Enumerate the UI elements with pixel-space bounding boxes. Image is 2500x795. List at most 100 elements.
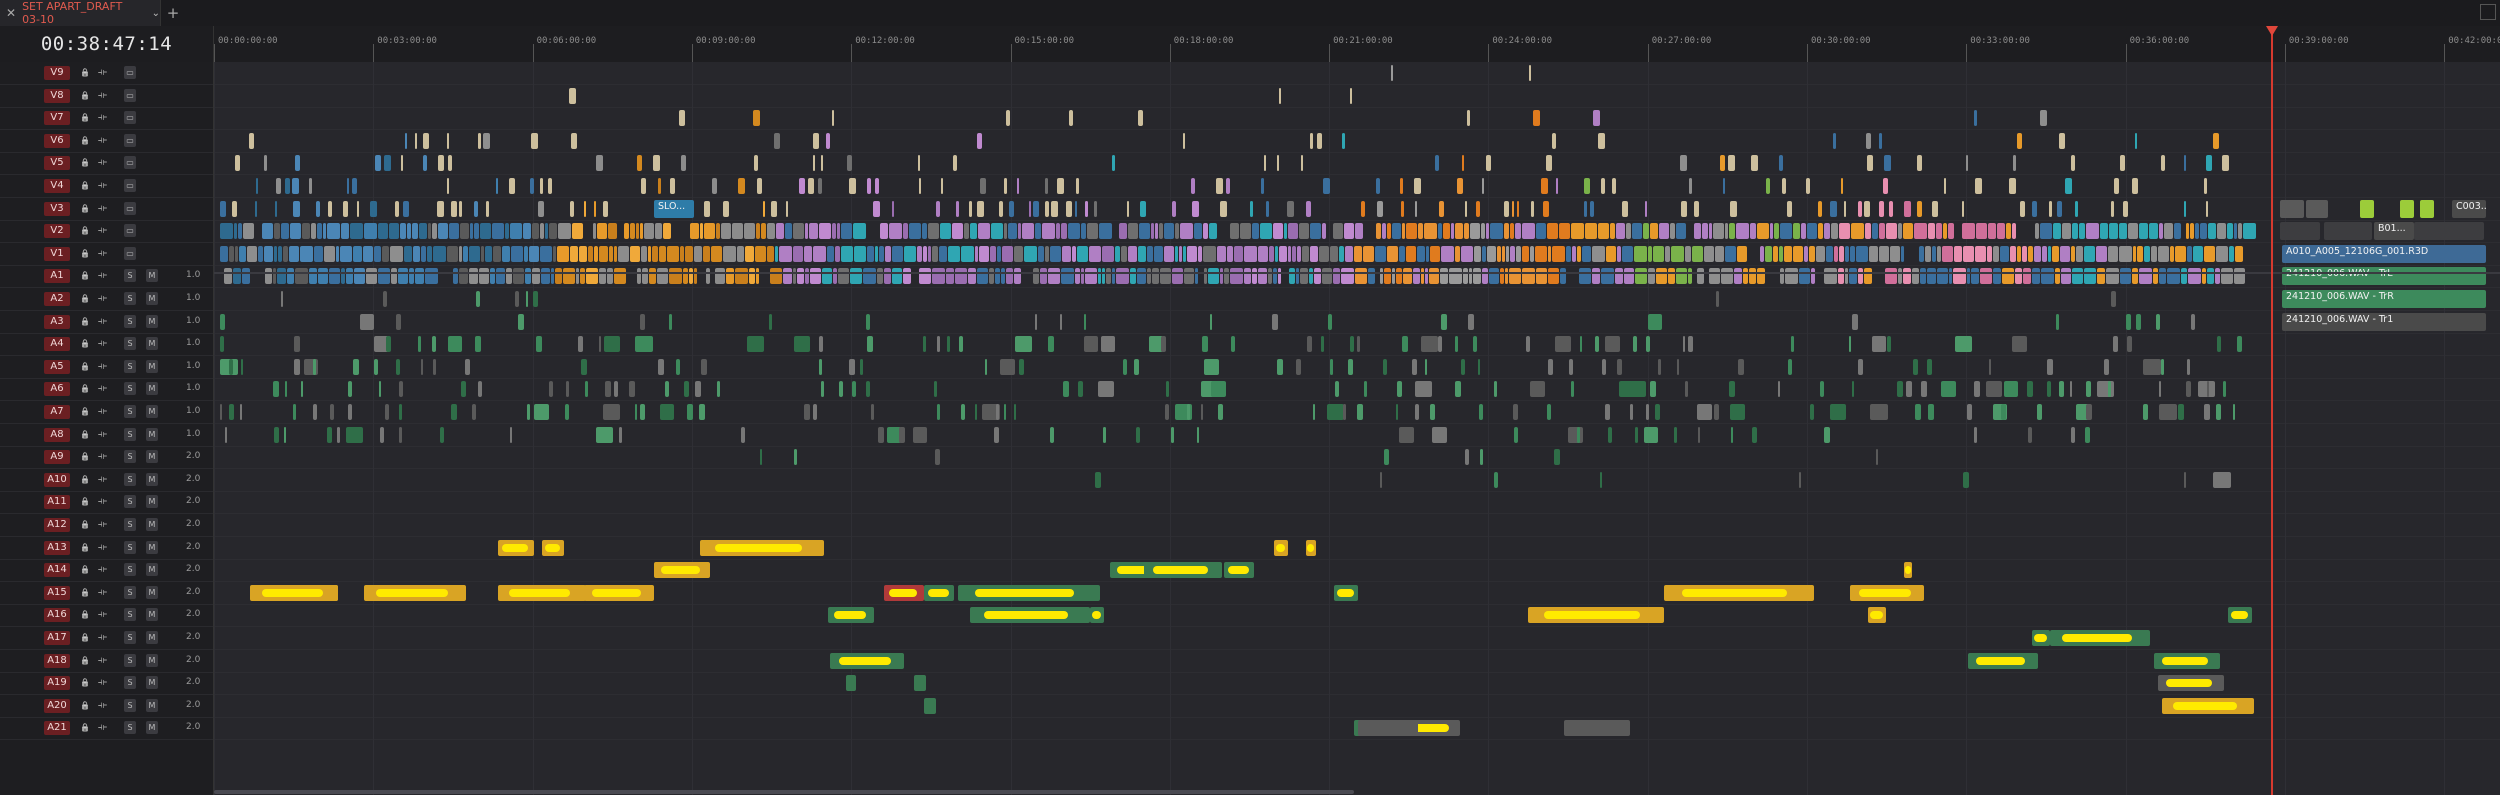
clip[interactable] [2034,245,2041,262]
clip[interactable] [979,245,989,262]
clip[interactable] [1081,223,1086,240]
clip[interactable] [1799,471,1801,488]
clip[interactable] [640,223,643,240]
clip[interactable] [977,200,984,217]
clip[interactable] [1314,268,1321,285]
clip[interactable] [2119,245,2132,262]
clip[interactable] [2053,223,2061,240]
clip[interactable] [1216,178,1223,194]
lock-icon[interactable]: 🔒 [80,407,90,416]
clip[interactable] [1277,155,1279,172]
clip[interactable] [1441,245,1454,262]
clip[interactable] [2193,245,2203,262]
clip[interactable] [478,132,481,149]
clip[interactable] [2022,245,2027,262]
lock-icon[interactable]: 🔒 [80,271,90,281]
clip[interactable] [378,268,390,285]
clip[interactable] [1048,336,1054,353]
clip[interactable] [1569,358,1573,375]
clip[interactable] [810,268,821,285]
clip[interactable] [1600,471,1602,488]
clip[interactable] [1296,268,1299,285]
clip[interactable] [1415,381,1432,398]
clip[interactable] [1834,245,1838,262]
clip[interactable] [343,200,348,217]
clip[interactable] [2217,336,2221,353]
link-arrows-icon[interactable]: ⟛ [98,699,108,711]
clip[interactable] [1227,245,1233,262]
clip[interactable] [1260,223,1272,240]
clip[interactable] [839,381,843,398]
clip[interactable] [1184,268,1194,285]
clip[interactable] [353,358,359,375]
clip[interactable] [2032,200,2037,217]
clip[interactable] [1424,223,1437,240]
clip[interactable] [341,223,349,240]
clip[interactable] [1601,178,1605,194]
clip[interactable] [1752,426,1757,443]
monitor-icon[interactable]: ▭ [124,66,136,79]
clip[interactable] [1278,268,1281,285]
clip[interactable] [867,245,874,262]
clip[interactable] [493,245,501,262]
mute-button[interactable]: M [146,653,158,667]
clip[interactable] [754,155,758,172]
clip[interactable] [453,268,458,285]
clip[interactable] [593,223,596,240]
clip[interactable] [1455,336,1458,353]
clip[interactable] [1166,381,1169,398]
clip[interactable] [1457,178,1463,194]
clip[interactable] [588,245,593,262]
clip[interactable] [235,245,238,262]
clip[interactable] [1085,268,1097,285]
clip[interactable] [1897,381,1903,398]
clip[interactable] [1134,358,1139,375]
clip[interactable] [681,155,686,172]
clip[interactable] [1172,200,1176,217]
clip[interactable] [1547,223,1558,240]
clip[interactable] [605,381,611,398]
clip[interactable] [1515,223,1521,240]
clip[interactable] [1552,245,1565,262]
clip[interactable] [1161,336,1166,353]
clip[interactable] [346,268,353,285]
clip[interactable] [1443,223,1450,240]
clip[interactable] [1584,200,1587,217]
clip[interactable] [1440,268,1448,285]
clip[interactable] [1858,358,1863,375]
clip[interactable] [1736,223,1749,240]
clip[interactable] [1838,268,1844,285]
clip[interactable] [1816,245,1825,262]
clip[interactable] [1729,381,1735,398]
clip[interactable] [680,245,684,262]
clip[interactable] [1024,245,1037,262]
clip[interactable] [1480,449,1483,466]
clip[interactable] [1645,200,1647,217]
clip[interactable] [655,223,662,240]
clip[interactable] [1258,268,1267,285]
clip[interactable] [1297,245,1301,262]
clip[interactable] [1585,223,1597,240]
clip[interactable] [229,404,234,420]
clip[interactable] [937,336,940,353]
clip[interactable] [1694,200,1699,217]
clip[interactable] [737,245,744,262]
clip[interactable] [486,200,489,217]
clip[interactable] [566,381,569,398]
clip[interactable] [637,268,641,285]
clip[interactable] [1333,223,1343,240]
clip[interactable] [604,336,620,353]
clip[interactable] [513,268,524,285]
track-lane[interactable] [214,650,2500,673]
clip[interactable] [1414,178,1421,194]
clip[interactable] [607,268,613,285]
clip[interactable] [1001,268,1005,285]
clip[interactable] [1890,245,1900,262]
clip[interactable] [635,336,653,353]
clip[interactable] [1180,223,1193,240]
clip[interactable] [1595,336,1599,353]
clip[interactable] [1932,200,1938,217]
clip[interactable] [1598,223,1609,240]
clip[interactable] [1269,245,1274,262]
clip[interactable] [2056,313,2059,330]
